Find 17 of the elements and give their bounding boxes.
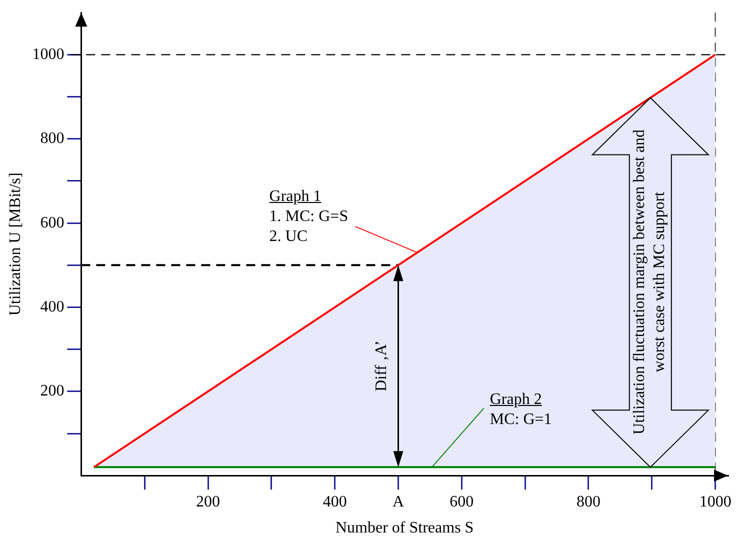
annotation: Graph 2 MC: G=1: [490, 391, 552, 430]
x-tick-label: 600: [450, 493, 474, 510]
x-axis-title: Number of Streams S: [336, 520, 474, 537]
annotation: Graph 1 1. MC: G=S 2. UC: [269, 188, 348, 247]
x-tick-label: 1000: [699, 493, 732, 510]
x-tick-label: 200: [196, 493, 220, 510]
y-tick-label: 600: [40, 214, 64, 232]
x-tick-label: 400: [322, 493, 347, 510]
y-tick-label: 1000: [32, 46, 64, 63]
y-axis-title: Utilization U [MBit/s]: [6, 172, 24, 316]
x-tick-label: 800: [576, 493, 600, 510]
x-tick-label: A: [392, 493, 404, 510]
annotation: Utilization fluctuation margin between best and worst case with MC support: [630, 130, 670, 435]
y-tick-label: 800: [40, 130, 64, 148]
annotation: Diff ‚A’: [372, 340, 392, 392]
y-tick-label: 400: [40, 298, 64, 316]
y-tick-label: 200: [40, 382, 64, 400]
